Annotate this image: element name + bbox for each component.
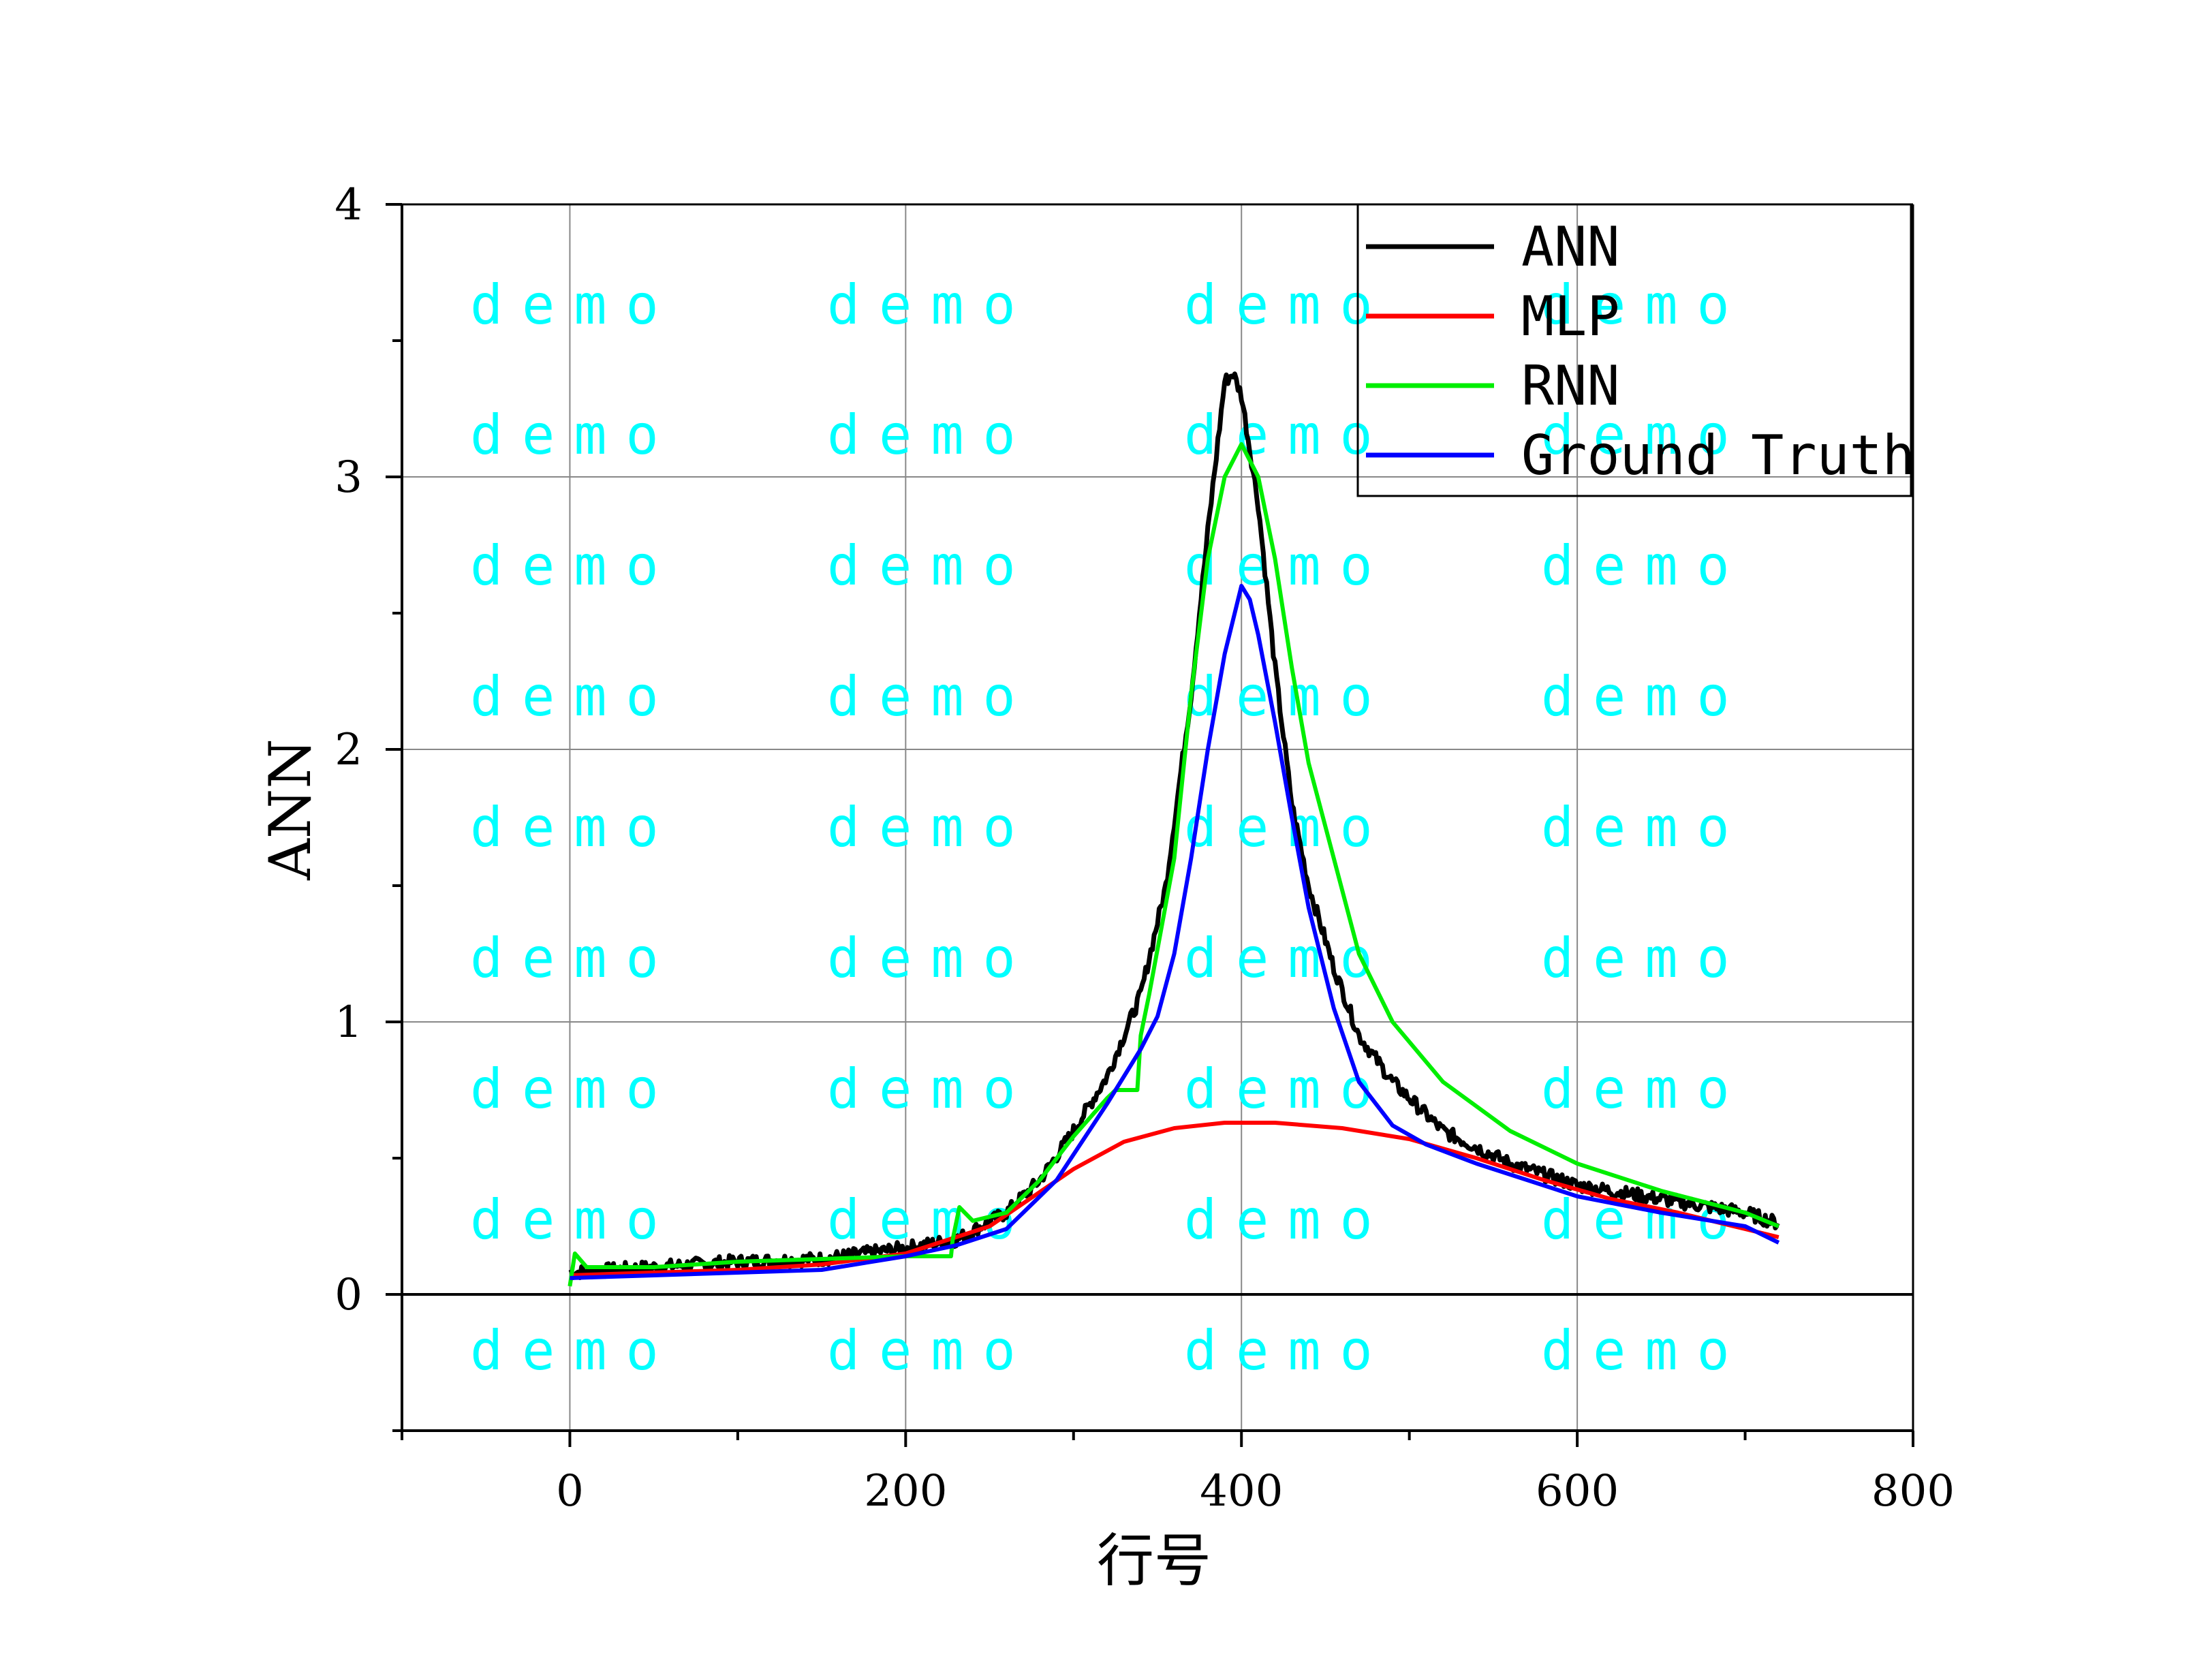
watermark-text: demo [827, 796, 1035, 859]
series-lines [568, 371, 1780, 1287]
watermark-text: demo [470, 534, 678, 597]
watermark-text: demo [827, 665, 1035, 728]
x-tick-label: 600 [1536, 1466, 1619, 1516]
watermark-text: demo [470, 665, 678, 728]
watermark-text: demo [827, 1057, 1035, 1121]
series-line-mlp [570, 1121, 1780, 1277]
watermark-text: demo [470, 1057, 678, 1121]
watermark-text: demo [1184, 273, 1392, 337]
watermark-text: demo [827, 1319, 1035, 1382]
watermark-text: demo [470, 403, 678, 467]
watermark-text: demo [1541, 1057, 1749, 1121]
watermark-text: demo [827, 273, 1035, 337]
y-axis-title: ANN [257, 738, 324, 881]
watermark-text: demo [1541, 1319, 1749, 1382]
y-tick-label: 0 [335, 1270, 362, 1320]
watermark-text: demo [1184, 534, 1392, 597]
watermark-text: demo [827, 534, 1035, 597]
watermark-text: demo [470, 273, 678, 337]
watermark-text: demo [1541, 534, 1749, 597]
tick-labels: 0 200 400 600 800 0 1 2 3 4 [335, 180, 1955, 1516]
x-tick-label: 800 [1871, 1466, 1955, 1516]
y-tick-label: 3 [335, 452, 362, 503]
watermark-text: demo [1184, 1319, 1392, 1382]
y-tick-label: 2 [335, 725, 362, 775]
watermark-text: demo [1541, 796, 1749, 859]
watermark-text: demo [1184, 796, 1392, 859]
legend-label: MLP [1521, 285, 1620, 348]
watermark-text: demo [470, 1319, 678, 1382]
x-tick-label: 400 [1200, 1466, 1283, 1516]
legend-label: ANN [1521, 215, 1620, 279]
legend-label: Ground Truth [1521, 424, 1915, 487]
watermark-text: demo [470, 1188, 678, 1251]
x-axis-title: 行号 [1097, 1527, 1211, 1594]
x-tick-label: 0 [556, 1466, 584, 1516]
y-tick-label: 4 [335, 180, 362, 230]
y-tick-label: 1 [335, 997, 362, 1048]
watermark-text: demo [1541, 665, 1749, 728]
legend-label: RNN [1521, 354, 1620, 418]
legend-box [1356, 203, 1912, 497]
series-line-ground-truth [570, 584, 1780, 1280]
watermark-text: demo [1184, 1188, 1392, 1251]
watermark-text: demo [1541, 273, 1749, 337]
watermark-text: demo [470, 927, 678, 990]
watermark-text: demo [470, 796, 678, 859]
watermark-text: demo [1541, 927, 1749, 990]
x-tick-label: 200 [864, 1466, 947, 1516]
watermark-text: demo [827, 927, 1035, 990]
watermark-text: demo [1184, 1057, 1392, 1121]
watermark-text: demo [1541, 403, 1749, 467]
watermark-text: demo [827, 403, 1035, 467]
